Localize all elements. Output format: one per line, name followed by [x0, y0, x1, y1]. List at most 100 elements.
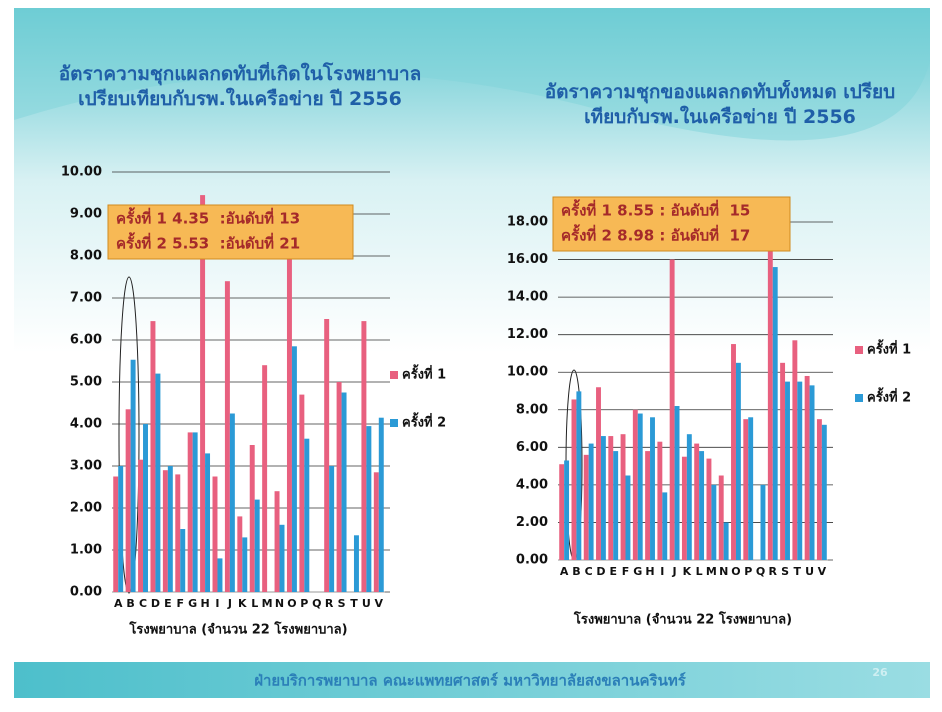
bar: [361, 321, 367, 592]
x-tick-label: P: [300, 597, 308, 610]
x-tick-label: K: [238, 597, 247, 610]
x-tick-label: Q: [756, 565, 765, 578]
bar: [138, 459, 144, 592]
bar: [576, 391, 582, 560]
bar: [686, 434, 692, 560]
bar: [175, 474, 181, 592]
x-tick-label: S: [338, 597, 346, 610]
x-tick-label: O: [287, 597, 296, 610]
bar: [797, 381, 803, 560]
x-tick-label: S: [781, 565, 789, 578]
bar: [681, 456, 687, 560]
bar: [279, 524, 285, 592]
y-tick-label: 10.00: [507, 365, 548, 380]
x-tick-label: E: [609, 565, 617, 578]
bar: [816, 419, 822, 560]
footer-band: [14, 662, 930, 698]
x-tick-label: J: [672, 565, 677, 578]
x-tick-label: D: [596, 565, 605, 578]
y-tick-label: 10.00: [61, 165, 102, 180]
bar: [299, 394, 305, 592]
bar: [200, 195, 206, 592]
bar: [718, 475, 724, 560]
legend-swatch: [390, 371, 398, 379]
x-tick-label: H: [200, 597, 209, 610]
x-tick-label: T: [350, 597, 358, 610]
bar: [596, 387, 601, 560]
bar: [559, 464, 565, 560]
annotation-box: [107, 204, 354, 260]
bar: [341, 392, 347, 592]
x-tick-label: U: [362, 597, 371, 610]
legend-swatch: [390, 419, 398, 427]
y-tick-label: 12.00: [507, 327, 548, 342]
x-tick-label: B: [126, 597, 134, 610]
x-axis-label: โรงพยาบาล (จำนวน 22 โรงพยาบาล): [573, 611, 792, 628]
bar: [274, 491, 280, 592]
bar: [378, 417, 384, 592]
bar: [620, 434, 626, 560]
x-tick-label: G: [633, 565, 642, 578]
bar: [162, 470, 168, 592]
wave: [14, 8, 930, 141]
bar: [608, 436, 614, 560]
bar: [760, 484, 766, 560]
bar: [625, 475, 631, 560]
y-tick-label: 9.00: [70, 207, 102, 222]
bar: [118, 466, 124, 592]
footer-text: ฝ่ายบริการพยาบาล คณะแพทยศาสตร์ มหาวิทยาล…: [254, 672, 686, 690]
x-tick-label: L: [251, 597, 258, 610]
bar: [366, 426, 372, 592]
bar: [329, 466, 335, 592]
x-tick-label: A: [560, 565, 569, 578]
y-tick-label: 3.00: [70, 459, 102, 474]
bar: [706, 458, 712, 560]
bar: [212, 476, 218, 592]
bar: [249, 445, 255, 592]
bar: [229, 413, 235, 592]
bar: [286, 251, 292, 593]
bar: [669, 259, 675, 560]
annotation: ครั้งที่ 1 8.55 : อันดับที่ 15: [561, 199, 750, 220]
y-tick-label: 2.00: [70, 501, 102, 516]
x-tick-label: V: [375, 597, 384, 610]
x-tick-label: H: [645, 565, 654, 578]
y-tick-label: 0.00: [70, 585, 102, 600]
bar: [130, 359, 136, 592]
x-tick-label: D: [151, 597, 160, 610]
x-tick-label: I: [660, 565, 664, 578]
x-tick-label: V: [818, 565, 827, 578]
legend-swatch: [855, 394, 863, 402]
bar: [780, 362, 786, 560]
bar: [187, 432, 193, 592]
y-tick-label: 2.00: [516, 515, 548, 530]
bar: [254, 499, 260, 592]
x-tick-label: G: [188, 597, 197, 610]
x-tick-label: I: [215, 597, 219, 610]
x-tick-label: U: [805, 565, 814, 578]
title-box: อัตราความชุกของแผลกดทับทั้งหมด เปรียบเที…: [545, 81, 895, 128]
bar: [155, 373, 161, 592]
x-tick-label: N: [275, 597, 284, 610]
bar: [694, 443, 700, 560]
y-tick-label: 7.00: [70, 291, 102, 306]
bar: [262, 365, 268, 592]
bar: [772, 267, 778, 560]
bar: [662, 492, 668, 560]
bar: [735, 362, 741, 560]
bar: [785, 381, 790, 560]
bar: [657, 441, 663, 560]
bar: [588, 443, 594, 560]
annotation: ครั้งที่ 2 5.53 :อันดับที่ 21: [116, 232, 300, 253]
bar: [564, 460, 570, 560]
y-tick-label: 8.00: [70, 249, 102, 264]
y-tick-label: 4.00: [70, 417, 102, 432]
annotation-box: [552, 196, 791, 252]
bar: [632, 409, 638, 560]
bar: [304, 438, 310, 592]
legend-label: ครั้งที่ 1: [867, 339, 911, 358]
bar: [571, 399, 577, 560]
x-tick-label: P: [744, 565, 752, 578]
y-tick-label: 1.00: [70, 543, 102, 558]
